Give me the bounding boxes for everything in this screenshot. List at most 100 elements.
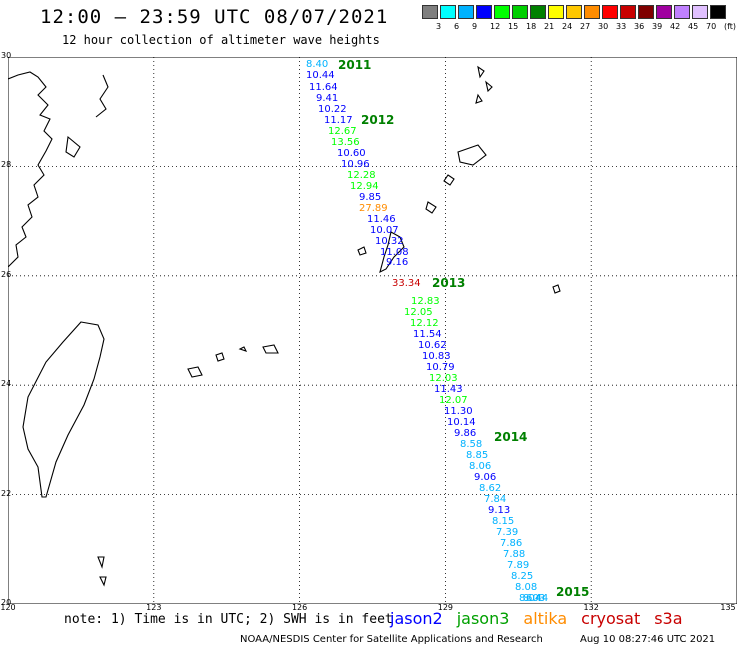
- legend-swatch: [638, 5, 654, 19]
- wave-height-value: 12.05: [404, 307, 433, 318]
- wave-height-value: 9.86: [454, 428, 476, 439]
- credit-line: NOAA/NESDIS Center for Satellite Applica…: [240, 634, 715, 645]
- legend-label: 33: [616, 22, 627, 31]
- year-label: 2013: [432, 276, 465, 290]
- altimeter-map: 8.4010.4411.649.4110.2211.1712.6713.5610…: [8, 57, 737, 604]
- satellite-legend: jason2 jason3 altika cryosat s3a: [390, 609, 683, 628]
- wave-height-value: 7.39: [496, 527, 518, 538]
- latitude-label: 24: [1, 379, 12, 389]
- wave-height-value: 12.94: [350, 181, 379, 192]
- wave-height-value: 10.07: [370, 225, 399, 236]
- satellite-name: jason2: [390, 609, 443, 628]
- legend-swatch: [620, 5, 636, 19]
- wave-height-value: 8.04: [519, 593, 541, 604]
- legend-swatch: [494, 5, 510, 19]
- china-coastline: [8, 71, 53, 268]
- wave-height-value: 12.67: [328, 126, 357, 137]
- wave-height-value: 12.28: [347, 170, 376, 181]
- wave-height-value: 11.08: [380, 247, 409, 258]
- latitude-label: 20: [1, 598, 12, 607]
- wave-height-value: 33.34: [392, 278, 421, 289]
- chart-title: 12:00 – 23:59 UTC 08/07/2021: [40, 6, 389, 28]
- legend-label: 18: [526, 22, 537, 31]
- wave-height-value: 12.07: [439, 395, 468, 406]
- legend-label: 70: [706, 22, 717, 31]
- legend-swatch: [566, 5, 582, 19]
- wave-height-value: 11.54: [413, 329, 442, 340]
- wave-height-value: 8.62: [479, 483, 501, 494]
- latitude-label: 28: [1, 160, 12, 170]
- legend-swatch: [692, 5, 708, 19]
- wave-height-value: 9.06: [474, 472, 496, 483]
- wave-height-value: 10.79: [426, 362, 455, 373]
- wave-height-value: 8.58: [460, 439, 482, 450]
- wave-height-value: 8.06: [469, 461, 491, 472]
- legend-label: 39: [652, 22, 663, 31]
- year-label: 2011: [338, 58, 371, 72]
- wave-height-value: 10.83: [422, 351, 451, 362]
- wave-height-value: 9.13: [488, 505, 510, 516]
- wave-height-value: 10.14: [447, 417, 476, 428]
- wave-height-value: 13.56: [331, 137, 360, 148]
- legend-label: 21: [544, 22, 555, 31]
- wave-height-value: 11.17: [324, 115, 353, 126]
- legend-swatch: [440, 5, 456, 19]
- wave-height-value: 10.60: [337, 148, 366, 159]
- legend-swatch: [530, 5, 546, 19]
- longitude-label: 135: [720, 603, 736, 612]
- wave-height-value: 8.25: [511, 571, 533, 582]
- year-label: 2014: [494, 430, 527, 444]
- wave-height-value: 12.03: [429, 373, 458, 384]
- wave-height-value: 8.40: [306, 59, 328, 70]
- longitude-label: 132: [583, 603, 599, 612]
- wave-height-value: 8.03: [523, 593, 545, 604]
- satellite-name: cryosat: [581, 609, 641, 628]
- legend-label: 42: [670, 22, 681, 31]
- legend-label: 45: [688, 22, 699, 31]
- wave-height-value: 9.16: [386, 257, 408, 268]
- wave-height-value: 11.64: [309, 82, 338, 93]
- wave-height-value: 9.41: [316, 93, 338, 104]
- legend-swatch: [476, 5, 492, 19]
- wave-height-value: 7.88: [503, 549, 525, 560]
- legend-swatch: [458, 5, 474, 19]
- legend-label: 27: [580, 22, 591, 31]
- latitude-label: 26: [1, 269, 12, 279]
- wave-height-value: 11.30: [444, 406, 473, 417]
- legend-label: 3: [436, 22, 442, 31]
- legend-label: 6: [454, 22, 460, 31]
- legend-swatch: [710, 5, 726, 19]
- legend-unit: (ft): [724, 22, 737, 31]
- wave-height-value: 12.12: [410, 318, 439, 329]
- legend-swatch: [422, 5, 438, 19]
- satellite-name: s3a: [654, 609, 683, 628]
- legend-label: 9: [472, 22, 478, 31]
- wave-height-value: 10.44: [306, 70, 335, 81]
- longitude-label: 120: [0, 603, 16, 612]
- legend-swatch: [656, 5, 672, 19]
- satellite-name: altika: [523, 609, 568, 628]
- wave-height-value: 8.85: [466, 450, 488, 461]
- legend-swatch: [548, 5, 564, 19]
- wave-height-value: 10.32: [375, 236, 404, 247]
- year-label: 2015: [556, 585, 589, 599]
- wave-height-value: 7.84: [484, 494, 506, 505]
- wave-height-value: 9.85: [359, 192, 381, 203]
- taiwan-coastline: [22, 321, 105, 498]
- legend-label: 24: [562, 22, 573, 31]
- wave-height-value: 10.22: [318, 104, 347, 115]
- units-note: note: 1) Time is in UTC; 2) SWH is in fe…: [64, 612, 393, 627]
- wave-height-value: 12.83: [411, 296, 440, 307]
- wave-height-value: 11.46: [367, 214, 396, 225]
- wave-height-value: 7.86: [500, 538, 522, 549]
- timestamp: Aug 10 08:27:46 UTC 2021: [580, 634, 716, 645]
- longitude-label: 129: [437, 603, 454, 612]
- year-label: 2012: [361, 113, 394, 127]
- latitude-label: 30: [1, 51, 12, 60]
- legend-swatch: [674, 5, 690, 19]
- wave-height-value: 10.62: [418, 340, 447, 351]
- wave-height-value: 27.89: [359, 203, 388, 214]
- legend-swatch: [512, 5, 528, 19]
- okinawa-island: [379, 231, 405, 274]
- latitude-label: 22: [1, 488, 12, 498]
